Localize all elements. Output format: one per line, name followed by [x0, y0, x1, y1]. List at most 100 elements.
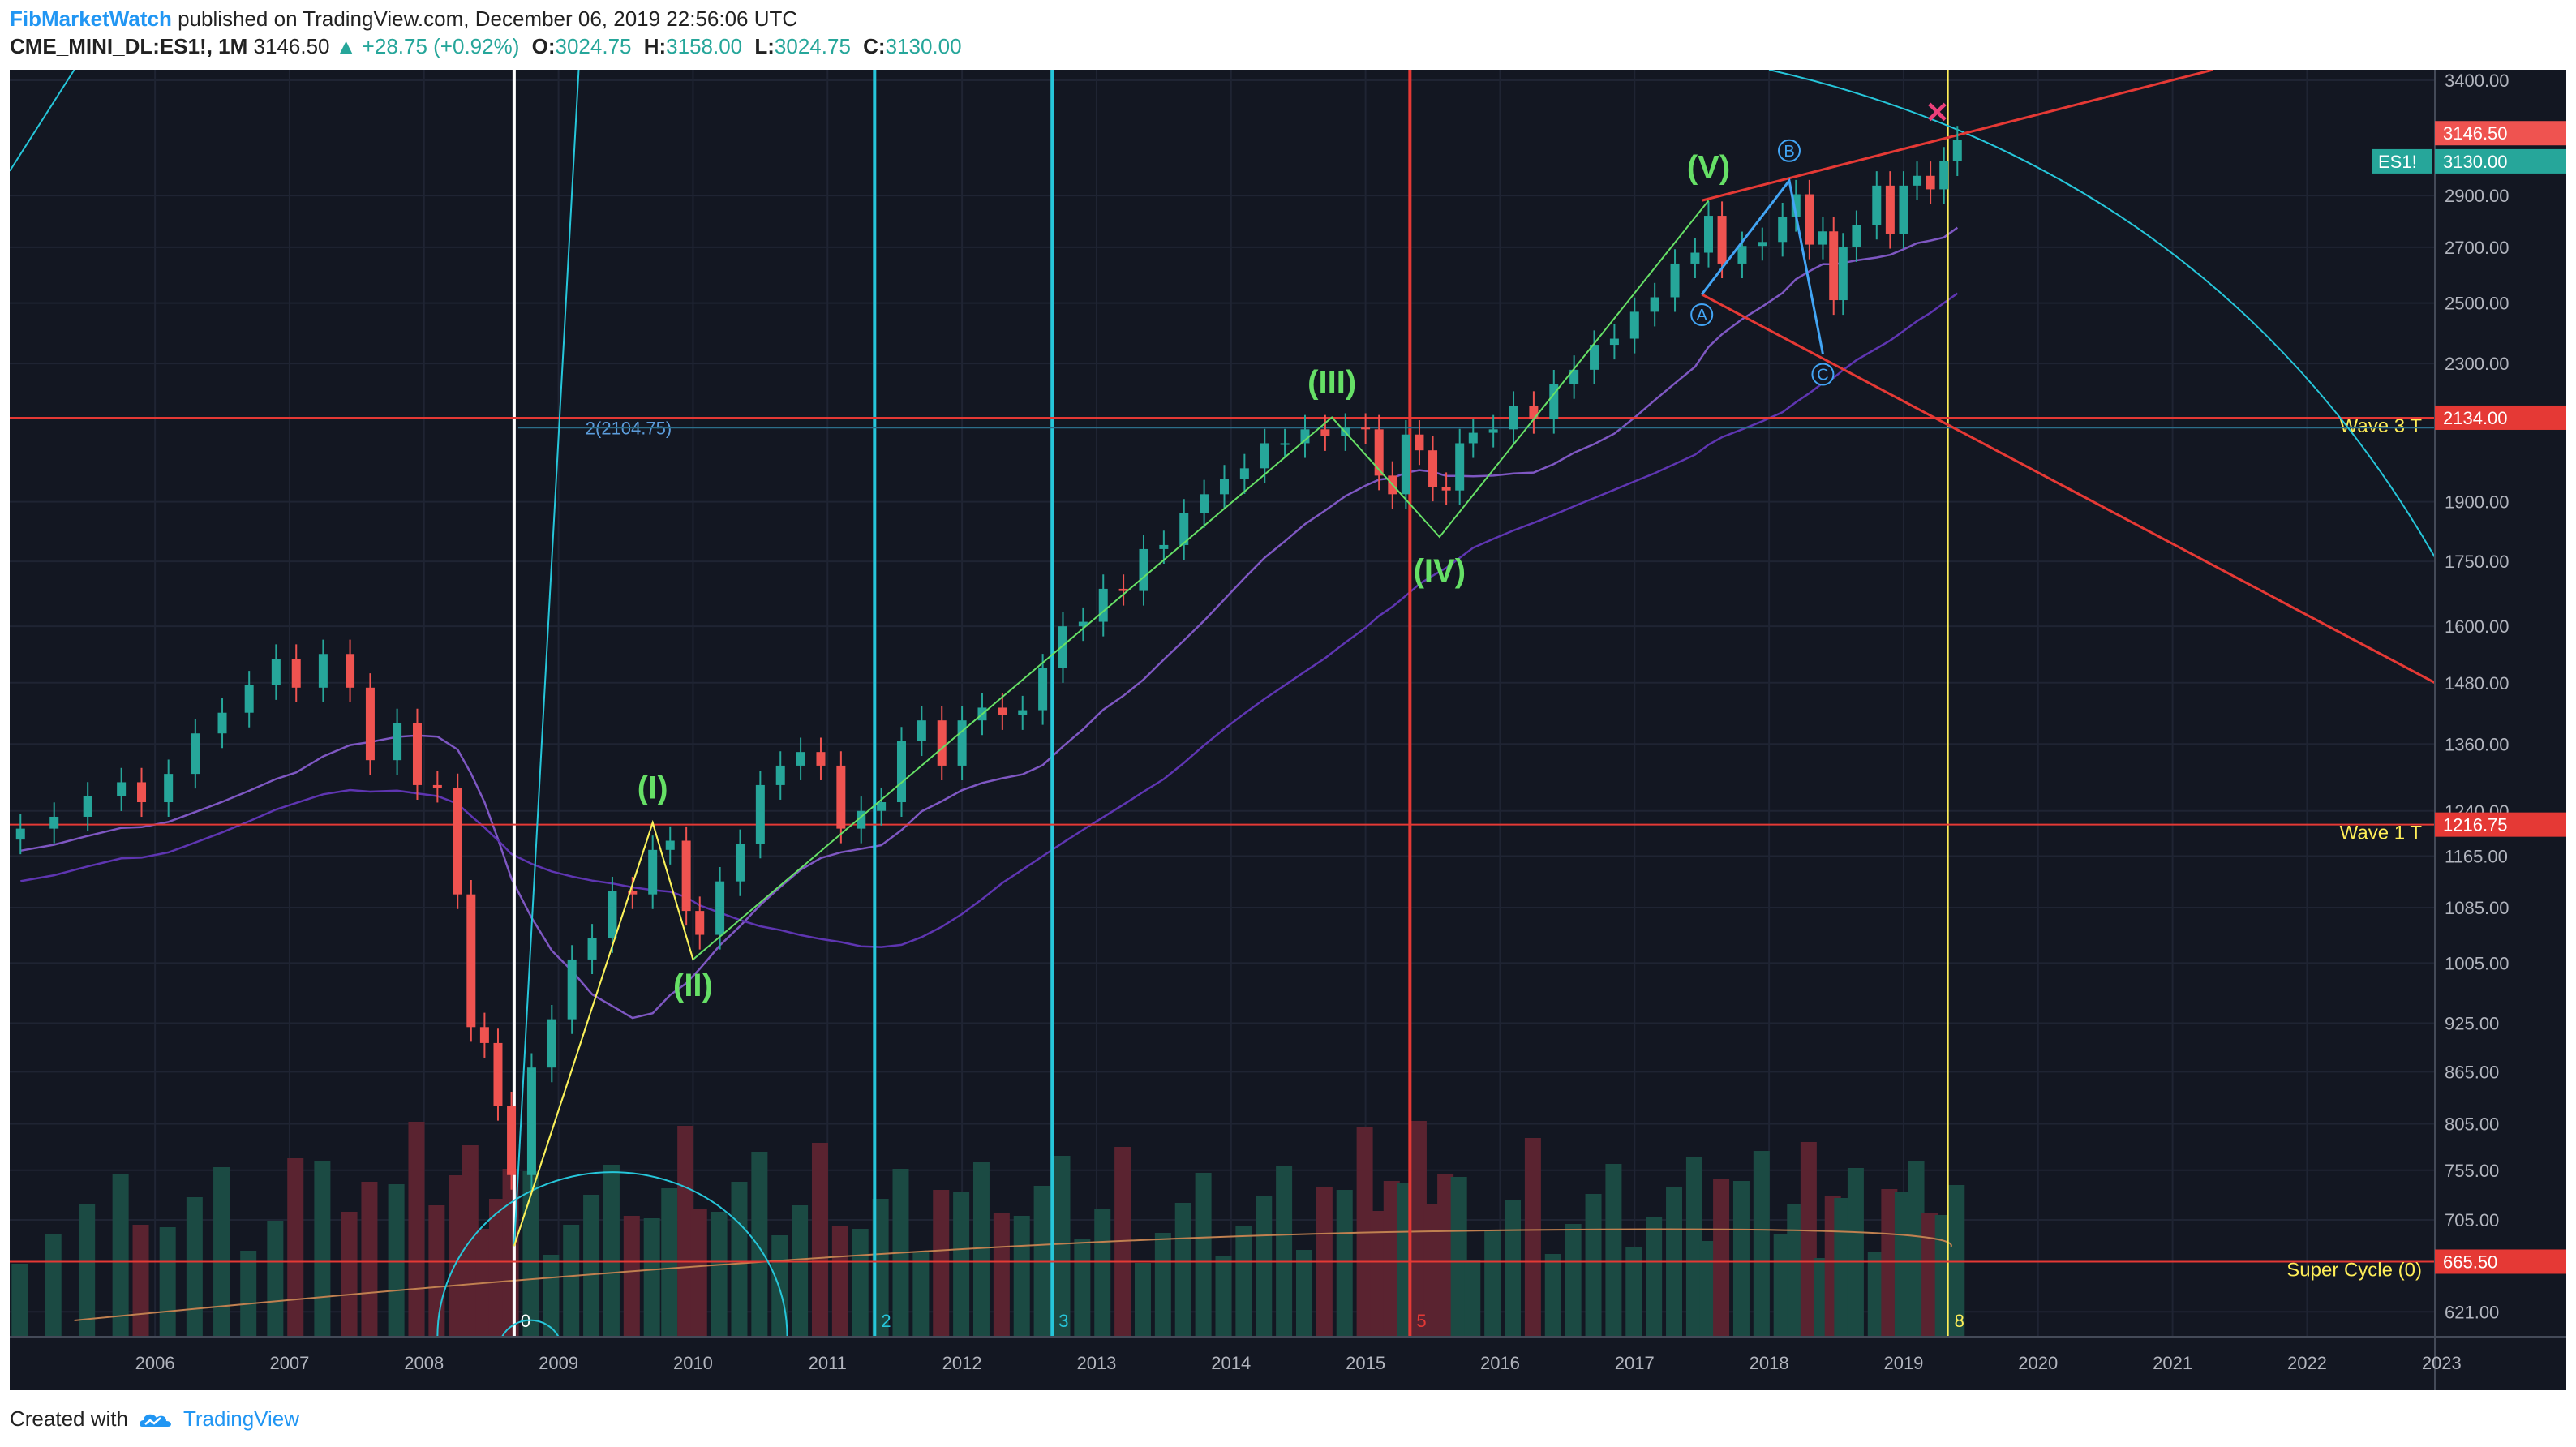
correction-wave-line	[1701, 178, 1824, 354]
price-tick: 1360.00	[2445, 734, 2509, 754]
volume-bar	[240, 1251, 257, 1337]
candle-body	[896, 741, 906, 803]
candle-body	[1038, 668, 1048, 711]
volume-bar	[1699, 1241, 1716, 1337]
candle-body	[816, 752, 826, 766]
candle-body	[1468, 432, 1478, 444]
candle-body	[1838, 247, 1848, 301]
candle-body	[493, 1042, 503, 1106]
level-label: Wave 1 T	[2340, 822, 2423, 844]
volume-bar	[1773, 1234, 1790, 1337]
volume-bar	[1423, 1204, 1440, 1337]
volume-bar	[731, 1182, 748, 1337]
year-tick: 2015	[1346, 1353, 1385, 1373]
year-tick: 2009	[539, 1353, 578, 1373]
candle-body	[1590, 345, 1599, 370]
candle-body	[1159, 544, 1169, 549]
chart-footer: Created with TradingView	[0, 1390, 2576, 1447]
candle-body	[412, 723, 422, 785]
volume-bar	[1625, 1247, 1642, 1337]
level-label: Super Cycle (0)	[2286, 1259, 2422, 1281]
candle-body	[1926, 175, 1935, 190]
volume-bar	[543, 1255, 560, 1337]
level-price-text: 665.50	[2443, 1252, 2497, 1272]
volume-bar	[661, 1188, 678, 1337]
volume-bar	[1646, 1217, 1663, 1337]
candle-body	[291, 659, 301, 688]
volume-bar	[993, 1213, 1010, 1337]
tradingview-link[interactable]: TradingView	[182, 1406, 300, 1431]
candle-body	[346, 654, 355, 688]
candle-body	[1690, 252, 1700, 264]
candle-body	[1179, 513, 1189, 545]
high-value: 3158.00	[666, 34, 743, 58]
candle-body	[1428, 450, 1438, 487]
candle-body	[479, 1027, 489, 1043]
open-value: 3024.75	[555, 34, 632, 58]
candle-body	[857, 810, 866, 829]
candle-body	[937, 720, 947, 766]
volume-bar	[1464, 1260, 1481, 1337]
cycle-label-5: 5	[1416, 1311, 1426, 1331]
year-tick: 2019	[1883, 1353, 1923, 1373]
volume-bar	[1336, 1190, 1353, 1337]
candle-body	[1018, 710, 1028, 715]
volume-bar	[1505, 1200, 1522, 1337]
candle-body	[1703, 216, 1713, 253]
wave-label: (V)	[1687, 149, 1730, 185]
candle-body	[1872, 185, 1882, 225]
wave-label: (IV)	[1414, 553, 1466, 589]
year-tick: 2007	[269, 1353, 309, 1373]
price-tick: 705.00	[2445, 1210, 2499, 1230]
candle-body	[1239, 468, 1249, 479]
candle-body	[244, 685, 254, 713]
target-marker: ✕	[1925, 96, 1949, 129]
volume-bar	[1787, 1204, 1804, 1337]
volume-bar	[287, 1158, 304, 1337]
candle-body	[1913, 175, 1922, 186]
moving-average-2	[20, 292, 1959, 948]
price-tick: 2300.00	[2445, 354, 2509, 374]
volume-bar	[711, 1212, 728, 1337]
volume-bar	[488, 1199, 505, 1337]
volume-bar	[1685, 1157, 1702, 1337]
volume-bar	[1732, 1181, 1750, 1337]
volume-bar	[1195, 1173, 1212, 1337]
volume-bar	[1174, 1203, 1191, 1337]
wave-label: (I)	[638, 770, 668, 805]
volume-bar	[314, 1161, 331, 1337]
candle-body	[628, 891, 638, 895]
close-value: 3130.00	[885, 34, 962, 58]
volume-bar	[811, 1143, 828, 1337]
volume-bar	[213, 1167, 230, 1337]
candle-body	[587, 938, 597, 960]
candle-body	[1852, 225, 1861, 247]
price-tag-text: 3130.00	[2443, 152, 2508, 172]
candle-body	[15, 828, 25, 840]
volume-bar	[1295, 1250, 1312, 1337]
candle-body	[1401, 434, 1410, 495]
candle-body	[1805, 194, 1814, 245]
volume-bar	[1867, 1252, 1884, 1337]
price-axis-bg	[2435, 70, 2566, 1337]
elliott-waves: (I) (II) (III) (IV) (V) A B C ✕	[513, 96, 1949, 1247]
candle-body	[715, 881, 725, 935]
candle-body	[1650, 297, 1659, 312]
candle-body	[432, 784, 442, 788]
volume-bar	[751, 1152, 768, 1337]
candle-body	[877, 802, 887, 811]
price-tag-text: 3146.50	[2443, 123, 2508, 144]
candle-body	[1098, 588, 1108, 622]
candle-body	[648, 849, 658, 895]
candle-body	[526, 1067, 536, 1175]
candle-body	[1509, 406, 1518, 430]
symbol-label: CME_MINI_DL:ES1!, 1M	[10, 34, 248, 58]
author-link[interactable]: FibMarketWatch	[10, 6, 172, 31]
candle-body	[735, 844, 745, 882]
candle-body	[1609, 338, 1619, 346]
volume-bar	[1800, 1142, 1817, 1337]
candle-body	[1885, 185, 1895, 234]
candle-body	[453, 788, 462, 895]
